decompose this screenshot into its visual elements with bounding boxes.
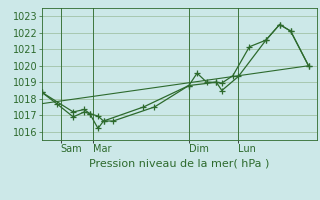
X-axis label: Pression niveau de la mer( hPa ): Pression niveau de la mer( hPa ) [89, 158, 269, 168]
